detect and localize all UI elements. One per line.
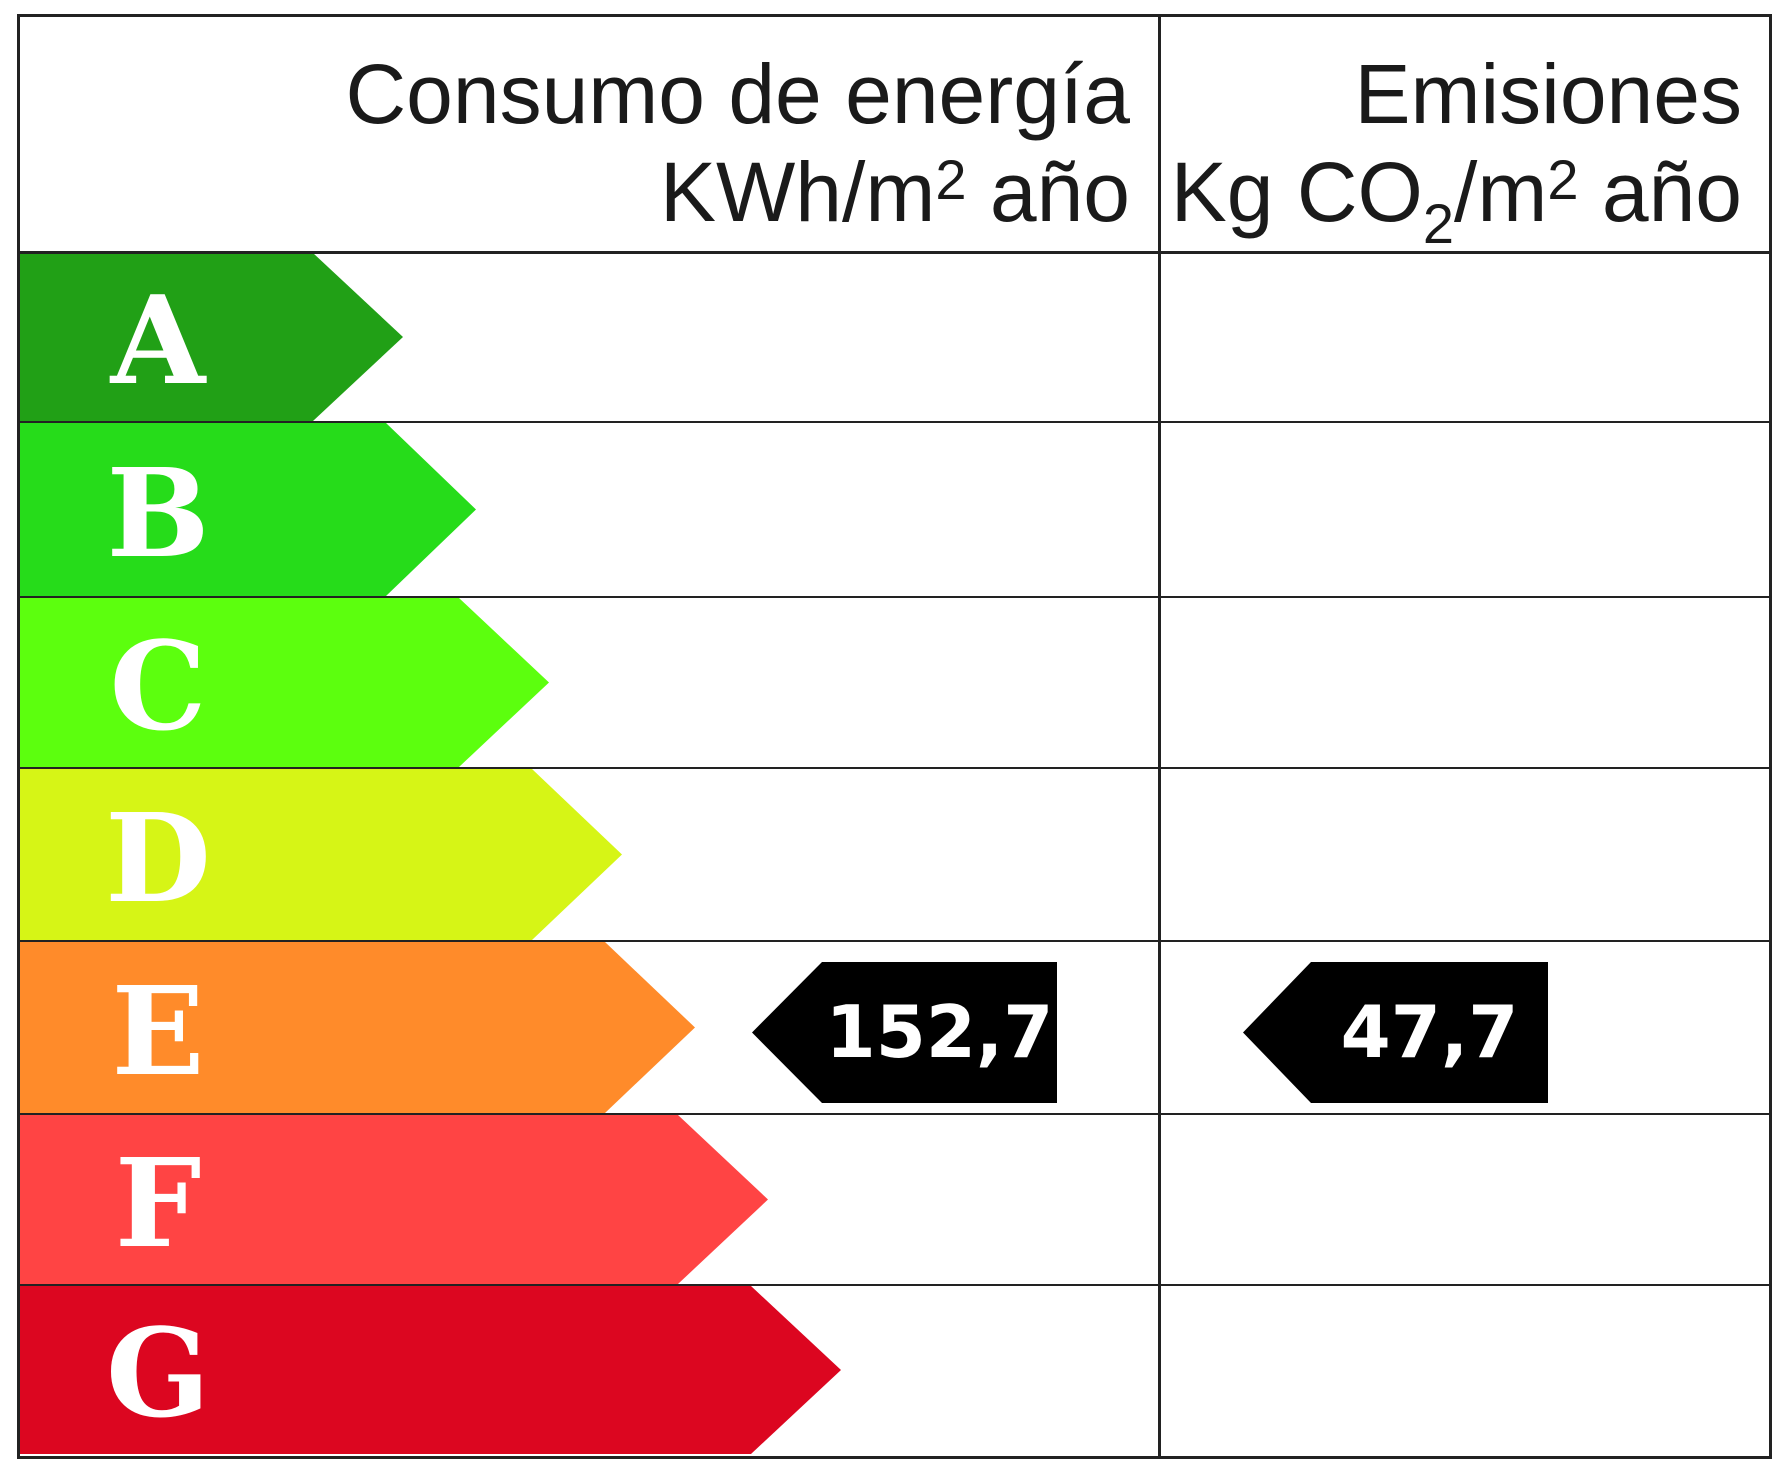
- rating-arrow-a: [18, 253, 403, 421]
- column-divider: [1158, 14, 1161, 1459]
- border-bottom: [17, 1456, 1772, 1459]
- rating-arrow-b: [18, 423, 476, 596]
- energy-value: 152,7: [825, 990, 1054, 1074]
- row-divider: [17, 767, 1772, 769]
- energy-header-title: Consumo de energía: [345, 47, 1130, 141]
- rating-arrow-c: [18, 598, 549, 767]
- border-left: [17, 14, 20, 1459]
- energy-consumption-header: Consumo de energía KWh/m2 año: [300, 52, 1130, 234]
- rating-letter-g: G: [105, 1301, 211, 1445]
- energy-header-unit: KWh/m2 año: [660, 145, 1130, 239]
- rating-letter-e: E: [111, 958, 205, 1103]
- rating-letter-d: D: [105, 785, 211, 930]
- emissions-header-unit: Kg CO2/m2 año: [1170, 145, 1742, 255]
- border-top: [17, 14, 1772, 17]
- rating-arrow-g: [18, 1286, 841, 1454]
- emissions-value: 47,7: [1340, 990, 1519, 1074]
- row-divider: [17, 1284, 1772, 1286]
- row-divider: [17, 421, 1772, 423]
- border-right: [1769, 14, 1772, 1459]
- rating-letter-b: B: [106, 440, 210, 585]
- rating-letter-c: C: [109, 613, 207, 758]
- rating-arrow-e: [18, 942, 695, 1113]
- energy-value-indicator: 152,7: [752, 962, 1057, 1103]
- row-divider: [17, 940, 1772, 942]
- header-divider: [17, 251, 1772, 254]
- rating-arrow-f: [18, 1115, 768, 1284]
- rating-letter-f: F: [114, 1130, 202, 1275]
- emissions-header-title: Emisiones: [1354, 47, 1742, 141]
- rating-arrow-d: [18, 769, 622, 940]
- emissions-value-indicator: 47,7: [1243, 962, 1548, 1103]
- rating-letter-a: A: [110, 268, 206, 412]
- row-divider: [17, 596, 1772, 598]
- emissions-header: Emisiones Kg CO2/m2 año: [1170, 47, 1742, 255]
- row-divider: [17, 1113, 1772, 1115]
